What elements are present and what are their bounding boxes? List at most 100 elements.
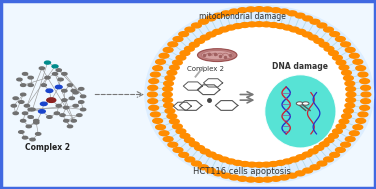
Circle shape (71, 89, 76, 92)
Circle shape (190, 42, 199, 47)
Circle shape (150, 72, 160, 77)
Circle shape (345, 103, 355, 108)
Circle shape (30, 138, 35, 141)
Circle shape (247, 22, 257, 27)
Text: mitochondrial damage: mitochondrial damage (199, 12, 286, 21)
Circle shape (23, 112, 28, 115)
Circle shape (80, 108, 86, 111)
Circle shape (296, 155, 306, 160)
Circle shape (295, 171, 305, 176)
Circle shape (159, 53, 169, 58)
Circle shape (28, 84, 33, 86)
Ellipse shape (265, 75, 336, 148)
Circle shape (254, 177, 264, 182)
Circle shape (80, 95, 86, 98)
Circle shape (279, 9, 289, 14)
Circle shape (173, 124, 182, 129)
Circle shape (24, 105, 30, 107)
Ellipse shape (201, 50, 233, 60)
Circle shape (345, 137, 355, 142)
Circle shape (36, 133, 41, 135)
Circle shape (185, 157, 195, 162)
Circle shape (67, 125, 73, 128)
Circle shape (163, 98, 173, 102)
Circle shape (55, 85, 62, 89)
Circle shape (345, 81, 355, 86)
Circle shape (332, 129, 342, 134)
Circle shape (64, 106, 69, 109)
Circle shape (360, 105, 370, 110)
Circle shape (159, 131, 169, 136)
Circle shape (336, 60, 346, 65)
Circle shape (261, 162, 271, 167)
Circle shape (361, 99, 370, 104)
Circle shape (173, 60, 182, 65)
Circle shape (199, 19, 208, 24)
Circle shape (200, 149, 210, 154)
Circle shape (28, 76, 33, 79)
Circle shape (310, 165, 320, 170)
Circle shape (214, 13, 223, 18)
Circle shape (206, 32, 216, 37)
Circle shape (73, 91, 78, 94)
Circle shape (167, 70, 177, 75)
Circle shape (324, 138, 334, 143)
Circle shape (240, 162, 250, 167)
Circle shape (317, 23, 327, 28)
Circle shape (163, 87, 173, 91)
Ellipse shape (197, 49, 237, 61)
Circle shape (26, 125, 32, 128)
Circle shape (302, 32, 312, 37)
Circle shape (164, 81, 173, 86)
Circle shape (47, 98, 56, 102)
Circle shape (324, 46, 334, 51)
Circle shape (332, 55, 342, 60)
Ellipse shape (171, 26, 347, 163)
Circle shape (263, 7, 273, 12)
Circle shape (310, 19, 320, 24)
Circle shape (269, 162, 278, 167)
Circle shape (229, 9, 239, 14)
Circle shape (79, 88, 84, 90)
Circle shape (295, 13, 305, 18)
Circle shape (254, 7, 264, 12)
Circle shape (335, 37, 345, 42)
Circle shape (226, 25, 236, 30)
Circle shape (324, 27, 334, 32)
Circle shape (287, 173, 297, 178)
Circle shape (167, 114, 177, 119)
Circle shape (176, 55, 186, 60)
Circle shape (11, 105, 17, 107)
Circle shape (147, 92, 157, 97)
Circle shape (163, 47, 173, 52)
Circle shape (19, 131, 24, 133)
Circle shape (240, 22, 250, 27)
Circle shape (290, 157, 299, 162)
Circle shape (341, 42, 350, 47)
Circle shape (246, 177, 256, 182)
Circle shape (271, 8, 281, 13)
Circle shape (283, 159, 293, 164)
Circle shape (213, 29, 222, 34)
Circle shape (168, 142, 178, 147)
Circle shape (269, 22, 278, 27)
Circle shape (162, 92, 172, 97)
Circle shape (346, 98, 356, 102)
Circle shape (156, 59, 165, 64)
Circle shape (148, 99, 158, 104)
Circle shape (238, 176, 247, 181)
Circle shape (344, 108, 353, 113)
Circle shape (56, 69, 61, 71)
Circle shape (303, 16, 312, 21)
Text: DNA damage: DNA damage (272, 62, 328, 71)
Circle shape (23, 73, 28, 75)
Circle shape (302, 152, 312, 157)
Circle shape (170, 119, 179, 124)
Circle shape (330, 152, 340, 157)
Circle shape (261, 22, 271, 27)
Circle shape (213, 155, 222, 160)
Circle shape (52, 73, 58, 75)
Circle shape (153, 119, 162, 123)
Circle shape (38, 110, 45, 113)
Circle shape (349, 53, 359, 58)
